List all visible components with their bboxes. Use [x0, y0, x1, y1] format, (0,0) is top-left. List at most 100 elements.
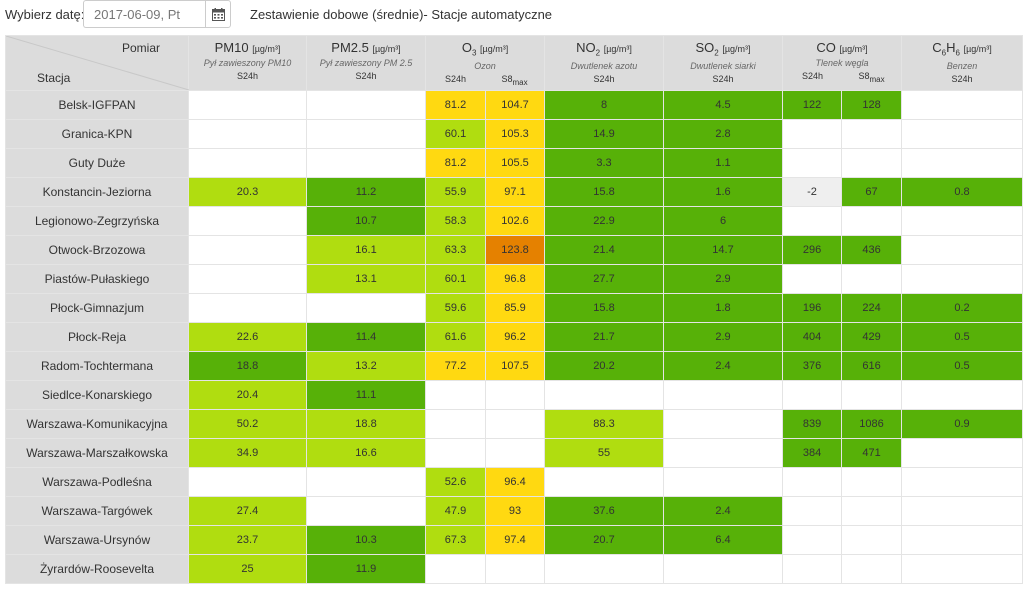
header-row: Pomiar Stacja PM10 [µg/m³] Pył zawieszony…	[5, 35, 1023, 91]
measurement-cell: 296	[782, 235, 843, 265]
pollutant-unit: [µg/m³]	[963, 44, 992, 54]
station-name: Konstancin-Jeziorna	[5, 177, 189, 207]
measurement-cell: 96.8	[484, 264, 546, 294]
stacja-label: Stacja	[37, 71, 71, 85]
measurement-cell: 839	[782, 409, 843, 439]
measurement-cell: 1.8	[663, 293, 784, 323]
measurement-cell: 22.6	[188, 322, 307, 352]
table-row: Granica-KPN 60.1 105.3 14.9 2.8	[5, 119, 1023, 149]
pollutant-unit: [µg/m³]	[480, 44, 509, 54]
measurement-cell	[901, 148, 1023, 178]
station-name: Belsk-IGFPAN	[5, 90, 189, 120]
pollutant-description: Benzen	[946, 60, 978, 71]
pollutant-description: Pył zawieszony PM 2.5	[319, 58, 413, 68]
measurement-cell: 616	[841, 351, 903, 381]
measurement-cell	[841, 467, 903, 497]
measurement-cell: 77.2	[425, 351, 486, 381]
measurement-cell	[544, 380, 665, 410]
measurement-cell: 58.3	[425, 206, 486, 236]
station-name: Warszawa-Podleśna	[5, 467, 189, 497]
measurement-cell	[188, 90, 307, 120]
measurement-cell	[306, 467, 426, 497]
measurement-cell	[782, 264, 843, 294]
measurement-cell	[782, 206, 843, 236]
station-name: Siedlce-Konarskiego	[5, 380, 189, 410]
date-input[interactable]	[83, 0, 205, 28]
measurement-cell: 13.1	[306, 264, 426, 294]
pollutant-symbol: PM10	[214, 40, 249, 55]
measurement-cell: 20.2	[544, 351, 665, 381]
measurement-cell: 97.1	[484, 177, 546, 207]
measurement-cell: 60.1	[425, 264, 486, 294]
station-name: Warszawa-Targówek	[5, 496, 189, 526]
measurement-cell	[188, 293, 307, 323]
daily-summary-table: Pomiar Stacja PM10 [µg/m³] Pył zawieszony…	[5, 35, 1023, 584]
pollutant-name: CO [µg/m³]	[783, 40, 901, 55]
measurement-cell	[901, 467, 1023, 497]
measurement-cell: 1.1	[663, 148, 784, 178]
station-name: Płock-Gimnazjum	[5, 293, 189, 323]
measurement-cell: 22.9	[544, 206, 665, 236]
measurement-cell: 105.3	[484, 119, 546, 149]
measurement-cell: 122	[782, 90, 843, 120]
measurement-cell: 20.4	[188, 380, 307, 410]
table-row: Warszawa-Komunikacyjna 50.2 18.8 88.3 839 108…	[5, 409, 1023, 439]
measurement-cell	[782, 554, 843, 584]
measurement-cell: 13.2	[306, 351, 426, 381]
calendar-button[interactable]	[205, 0, 231, 28]
measurement-cell: 88.3	[544, 409, 665, 439]
measurement-cell	[901, 235, 1023, 265]
pollutant-header: PM10 [µg/m³] Pył zawieszony PM10 S24h	[188, 35, 307, 91]
table-row: Warszawa-Marszałkowska 34.9 16.6 55 384 471	[5, 438, 1023, 468]
measurement-cell: 96.2	[484, 322, 546, 352]
measurement-cell: 21.7	[544, 322, 665, 352]
measurement-cell	[782, 496, 843, 526]
measurement-cell	[188, 119, 307, 149]
table-row: Płock-Reja 22.6 11.4 61.6 96.2 21.7 2.9 404 429 0…	[5, 322, 1023, 352]
measurement-cell	[841, 496, 903, 526]
measurement-cell	[425, 409, 486, 439]
pollutant-header: CO [µg/m³] Tlenek węgla S24h S8max	[782, 35, 903, 91]
measurement-cell: 128	[841, 90, 903, 120]
station-name: Legionowo-Zegrzyńska	[5, 206, 189, 236]
measurement-cell: 55.9	[425, 177, 486, 207]
measurement-cell: 11.1	[306, 380, 426, 410]
measurement-cell	[841, 264, 903, 294]
measurement-cell	[901, 206, 1023, 236]
table-row: Płock-Gimnazjum 59.6 85.9 15.8 1.8 196 224 0.2	[5, 293, 1023, 323]
station-name: Warszawa-Marszałkowska	[5, 438, 189, 468]
averaging-period-label: S8max	[858, 71, 885, 84]
measurement-cell: 1086	[841, 409, 903, 439]
measurement-cell	[544, 467, 665, 497]
table-row: Warszawa-Targówek 27.4 47.9 93 37.6 2.4	[5, 496, 1023, 526]
measurement-cell	[901, 496, 1023, 526]
measurement-cell	[782, 119, 843, 149]
measurement-cell	[901, 525, 1023, 555]
table-body: Belsk-IGFPAN 81.2 104.7 8 4.5 122 128 Granica-K…	[5, 90, 1023, 584]
measurement-cell: 47.9	[425, 496, 486, 526]
measurement-cell: 8	[544, 90, 665, 120]
pollutant-unit: [µg/m³]	[372, 44, 401, 54]
measurement-cell	[188, 235, 307, 265]
pollutant-name: PM2.5 [µg/m³]	[307, 40, 425, 55]
daily-summary-table-wrapper: Pomiar Stacja PM10 [µg/m³] Pył zawieszony…	[5, 35, 1023, 584]
measurement-cell	[841, 380, 903, 410]
measurement-cell	[663, 409, 784, 439]
calendar-icon	[211, 7, 225, 21]
pollutant-unit: [µg/m³]	[603, 44, 632, 54]
pollutant-header: O3 [µg/m³] Ozon S24h S8max	[424, 35, 546, 91]
measurement-cell: 27.4	[188, 496, 307, 526]
measurement-cell: 3.3	[544, 148, 665, 178]
measurement-cell: 21.4	[544, 235, 665, 265]
measurement-cell	[901, 554, 1023, 584]
measurement-cell: -2	[782, 177, 843, 207]
measurement-cell: 0.9	[901, 409, 1023, 439]
averaging-period-label: S24h	[236, 71, 259, 81]
measurement-cell	[188, 264, 307, 294]
averaging-periods: S24h S8max	[426, 74, 544, 87]
measurement-cell: 107.5	[484, 351, 546, 381]
measurement-cell	[901, 90, 1023, 120]
toolbar: Wybierz datę: Zestawienie dobowe (średni…	[0, 0, 1023, 32]
pollutant-symbol: CO	[816, 40, 836, 55]
table-row: Warszawa-Ursynów 23.7 10.3 67.3 97.4 20.7 6.4	[5, 525, 1023, 555]
